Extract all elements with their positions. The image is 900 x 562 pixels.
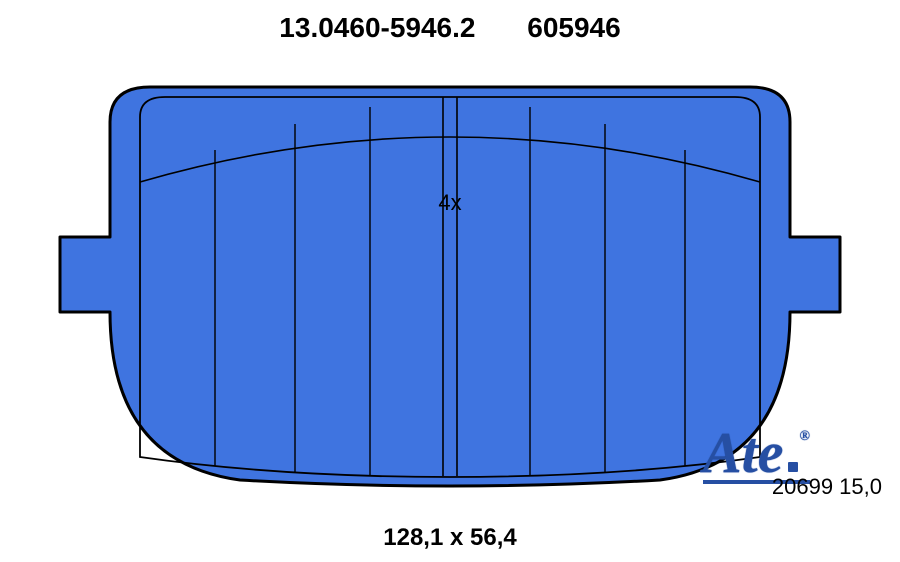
- dimensions-label: 128,1 x 56,4: [0, 524, 900, 552]
- ate-logo-dot: [788, 462, 798, 472]
- header-part-numbers: 13.0460-5946.2 605946: [0, 12, 900, 44]
- quantity-label: 4x: [0, 190, 900, 216]
- wva-label: 20699 15,0: [772, 474, 882, 500]
- ate-logo-registered: ®: [800, 429, 810, 444]
- part-number-long: 13.0460-5946.2: [279, 12, 475, 43]
- part-number-short: 605946: [527, 12, 620, 43]
